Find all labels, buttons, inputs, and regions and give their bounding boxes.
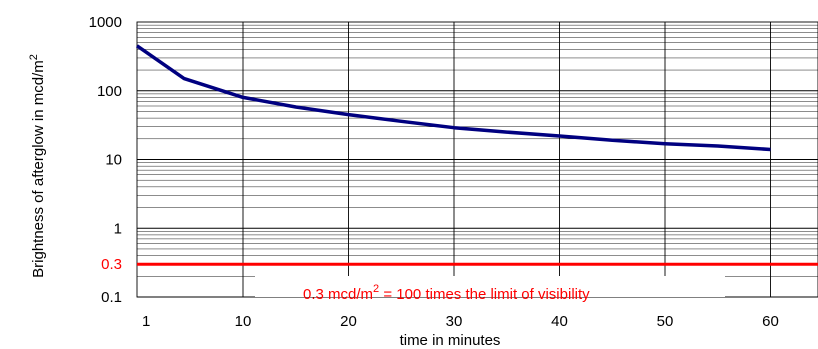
grid [137, 22, 818, 298]
x-tick-labels: 1 10 20 30 40 50 60 [142, 313, 779, 330]
x-tick-label: 30 [446, 313, 463, 330]
y-axis-label: Brightness of afterglow in mcd/m2 [28, 54, 47, 278]
x-axis-label: time in minutes [400, 332, 501, 349]
y-tick-label-reference: 0.3 [101, 256, 122, 273]
annotation-background [255, 276, 725, 297]
annotation-text-before: 0.3 mcd/m [303, 286, 373, 303]
x-tick-label: 60 [762, 313, 779, 330]
y-tick-label: 1000 [89, 14, 122, 31]
y-tick-label: 100 [97, 83, 122, 100]
reference-annotation: 0.3 mcd/m2 = 100 times the limit of visi… [303, 283, 590, 303]
y-tick-label: 10 [105, 152, 122, 169]
x-tick-label: 40 [551, 313, 568, 330]
annotation-superscript: 2 [373, 283, 379, 295]
y-tick-labels: 1000 100 10 1 0.3 0.1 [89, 14, 122, 306]
annotation-text-after: = 100 times the limit of visibility [379, 286, 590, 303]
series-group [135, 44, 771, 152]
y-tick-label: 1 [114, 220, 122, 237]
series-line-0 [135, 44, 771, 152]
y-tick-label: 0.1 [101, 289, 122, 306]
x-tick-label: 20 [340, 313, 357, 330]
x-tick-label: 1 [142, 313, 150, 330]
x-tick-label: 50 [657, 313, 674, 330]
y-axis-label-superscript: 2 [28, 54, 40, 60]
y-axis-label-text: Brightness of afterglow in mcd/m [30, 60, 47, 278]
x-tick-label: 10 [235, 313, 252, 330]
